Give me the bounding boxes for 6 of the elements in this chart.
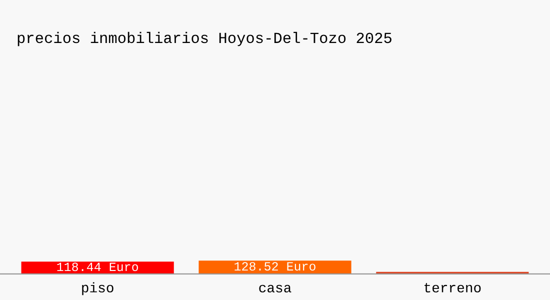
x-tick-label: piso bbox=[82, 282, 114, 296]
data-label: 118.44 Euro bbox=[57, 262, 138, 272]
x-tick-label: casa bbox=[259, 284, 292, 292]
chart-title: precios inmobiliarios Hoyos-Del-Tozo 2025 bbox=[18, 32, 392, 46]
x-tick-label: terreno bbox=[424, 283, 481, 292]
data-label: 128.52 Euro bbox=[234, 262, 316, 271]
